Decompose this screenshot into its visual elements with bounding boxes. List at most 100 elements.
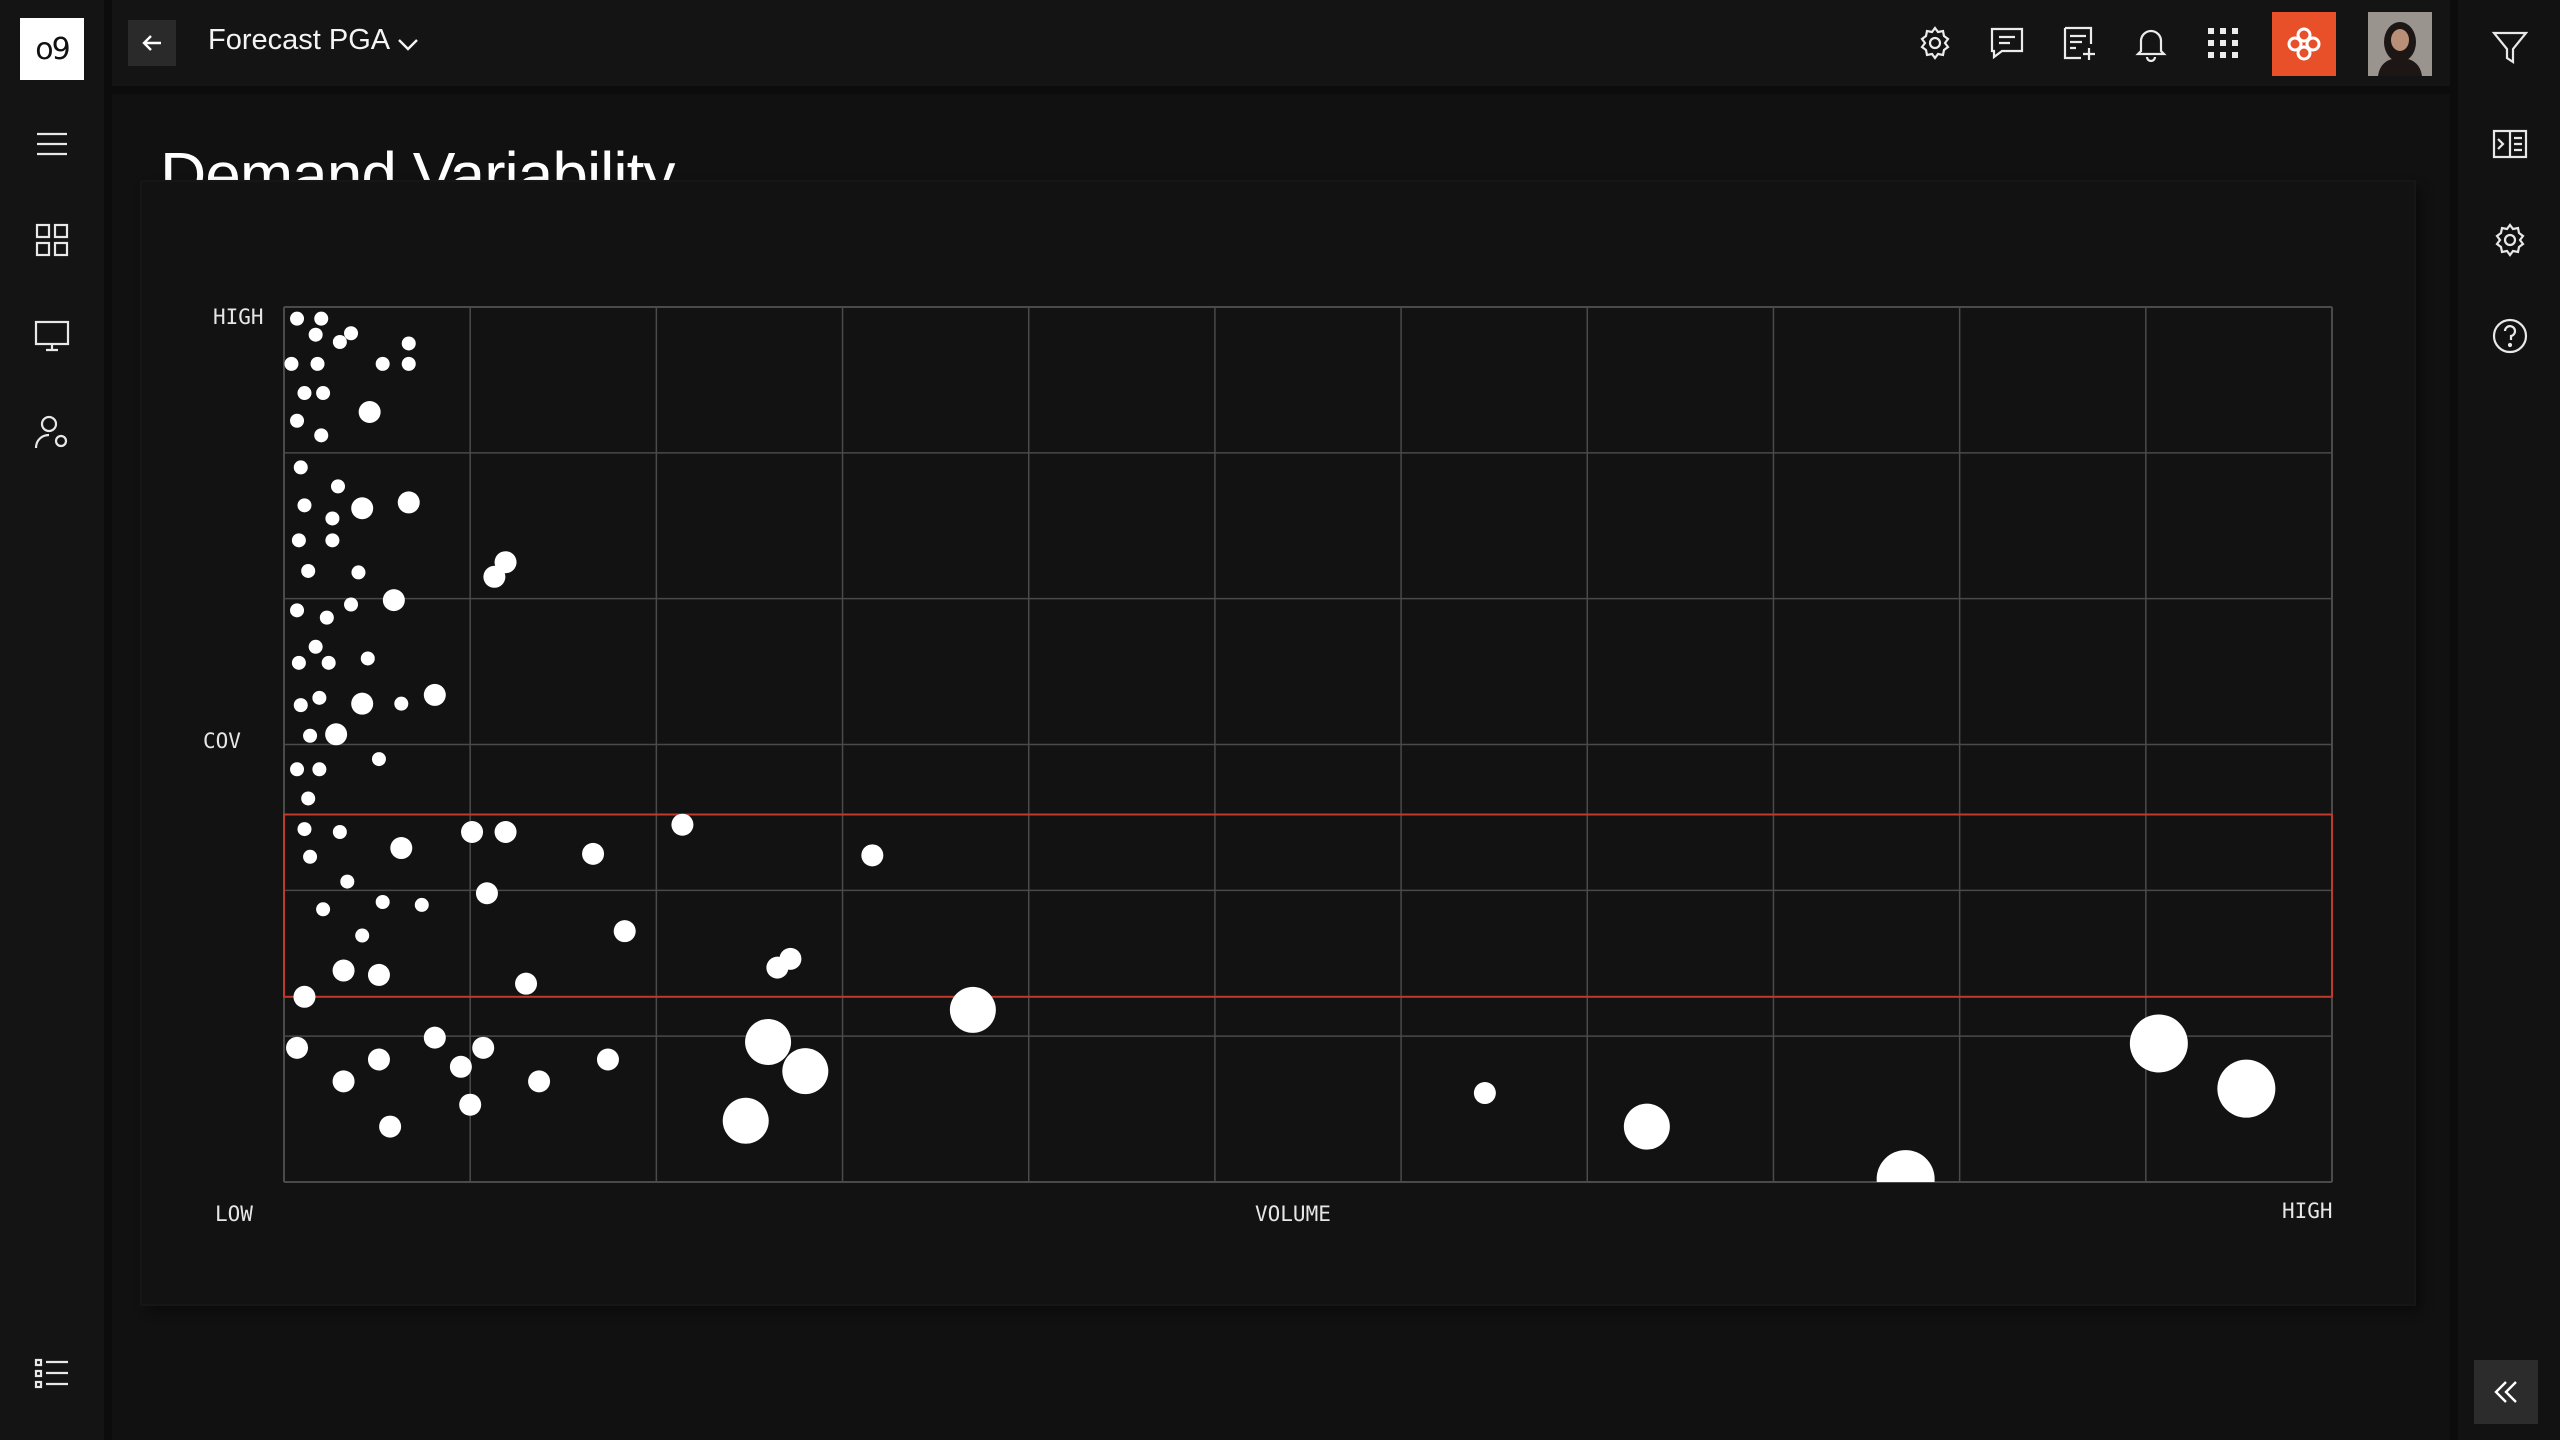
avatar[interactable] <box>2368 12 2432 76</box>
data-point[interactable] <box>475 882 498 905</box>
data-point[interactable] <box>291 655 306 670</box>
back-button[interactable] <box>128 20 176 66</box>
monitor-icon[interactable] <box>30 314 74 358</box>
data-point[interactable] <box>297 498 312 513</box>
data-point[interactable] <box>528 1070 551 1093</box>
bell-icon[interactable] <box>2130 22 2172 64</box>
data-point[interactable] <box>286 1036 309 1059</box>
data-point[interactable] <box>293 985 316 1008</box>
data-point[interactable] <box>459 1093 482 1116</box>
data-point[interactable] <box>351 497 374 520</box>
data-point[interactable] <box>308 327 323 342</box>
data-point[interactable] <box>351 692 374 715</box>
data-point[interactable] <box>325 723 348 746</box>
data-point[interactable] <box>423 683 446 706</box>
data-point[interactable] <box>367 963 390 986</box>
comment-icon[interactable] <box>1986 22 2028 64</box>
gear-icon[interactable] <box>2488 218 2532 262</box>
data-point[interactable] <box>290 762 305 777</box>
chevron-down-icon[interactable] <box>394 30 422 58</box>
data-point[interactable] <box>375 356 390 371</box>
data-point[interactable] <box>379 1115 402 1138</box>
data-point[interactable] <box>321 655 336 670</box>
data-point[interactable] <box>310 356 325 371</box>
collapse-button[interactable] <box>2474 1360 2538 1424</box>
data-point[interactable] <box>360 651 375 666</box>
data-point[interactable] <box>397 491 420 514</box>
data-point[interactable] <box>297 822 312 837</box>
data-point[interactable] <box>461 821 484 843</box>
data-point[interactable] <box>316 386 331 401</box>
brand-app-button[interactable] <box>2272 12 2336 76</box>
data-point[interactable] <box>394 696 409 711</box>
data-point[interactable] <box>293 698 308 713</box>
data-point[interactable] <box>351 565 366 580</box>
data-point[interactable] <box>494 551 517 574</box>
data-point[interactable] <box>314 311 329 326</box>
data-point[interactable] <box>340 874 355 889</box>
o9-logo[interactable]: o9 <box>20 18 84 80</box>
data-point[interactable] <box>319 610 334 625</box>
filter-icon[interactable] <box>2488 26 2532 70</box>
data-point[interactable] <box>375 895 390 909</box>
data-point[interactable] <box>332 1070 355 1093</box>
data-point[interactable] <box>401 336 416 351</box>
app-title[interactable]: Forecast PGA <box>208 24 391 56</box>
data-point[interactable] <box>303 849 318 864</box>
panel-icon[interactable] <box>2488 122 2532 166</box>
apps-grid-icon[interactable] <box>2202 22 2244 64</box>
note-add-icon[interactable] <box>2058 22 2100 64</box>
data-point[interactable] <box>2217 1059 2276 1118</box>
data-point[interactable] <box>472 1036 495 1059</box>
data-point[interactable] <box>1623 1103 1670 1150</box>
data-point[interactable] <box>301 563 316 578</box>
data-point[interactable] <box>344 597 359 612</box>
data-point[interactable] <box>290 413 305 428</box>
data-point[interactable] <box>949 986 996 1033</box>
data-point[interactable] <box>861 844 884 867</box>
list-icon[interactable] <box>30 1352 74 1396</box>
data-point[interactable] <box>613 920 636 943</box>
data-point[interactable] <box>671 813 694 836</box>
data-point[interactable] <box>290 311 305 326</box>
data-point[interactable] <box>293 460 308 475</box>
data-point[interactable] <box>358 401 381 423</box>
data-point[interactable] <box>312 762 327 777</box>
data-point[interactable] <box>332 335 347 349</box>
data-point[interactable] <box>325 533 340 548</box>
data-point[interactable] <box>314 428 329 443</box>
menu-icon[interactable] <box>30 122 74 166</box>
data-point[interactable] <box>308 639 323 654</box>
data-point[interactable] <box>371 752 386 767</box>
data-point[interactable] <box>330 479 345 494</box>
data-point[interactable] <box>745 1019 792 1065</box>
data-point[interactable] <box>382 589 405 612</box>
data-point[interactable] <box>582 842 605 865</box>
data-point[interactable] <box>284 356 299 371</box>
data-point[interactable] <box>596 1048 619 1071</box>
grid-icon[interactable] <box>30 218 74 262</box>
data-point[interactable] <box>301 791 316 806</box>
data-point[interactable] <box>2129 1014 2188 1073</box>
data-point[interactable] <box>291 533 306 548</box>
data-point[interactable] <box>779 947 802 970</box>
help-icon[interactable] <box>2488 314 2532 358</box>
data-point[interactable] <box>355 928 370 943</box>
data-point[interactable] <box>344 326 359 341</box>
data-point[interactable] <box>782 1048 829 1095</box>
data-point[interactable] <box>423 1026 446 1049</box>
data-point[interactable] <box>332 959 355 982</box>
data-point[interactable] <box>290 603 305 618</box>
data-point[interactable] <box>1473 1082 1496 1105</box>
data-point[interactable] <box>303 728 318 743</box>
data-point[interactable] <box>332 825 347 839</box>
gear-icon[interactable] <box>1914 22 1956 64</box>
data-point[interactable] <box>515 972 538 995</box>
data-point[interactable] <box>367 1048 390 1071</box>
data-point[interactable] <box>325 511 340 526</box>
data-point[interactable] <box>414 897 429 912</box>
data-point[interactable] <box>401 356 416 371</box>
data-point[interactable] <box>1876 1150 1935 1208</box>
data-point[interactable] <box>722 1097 769 1144</box>
data-point[interactable] <box>449 1055 472 1078</box>
